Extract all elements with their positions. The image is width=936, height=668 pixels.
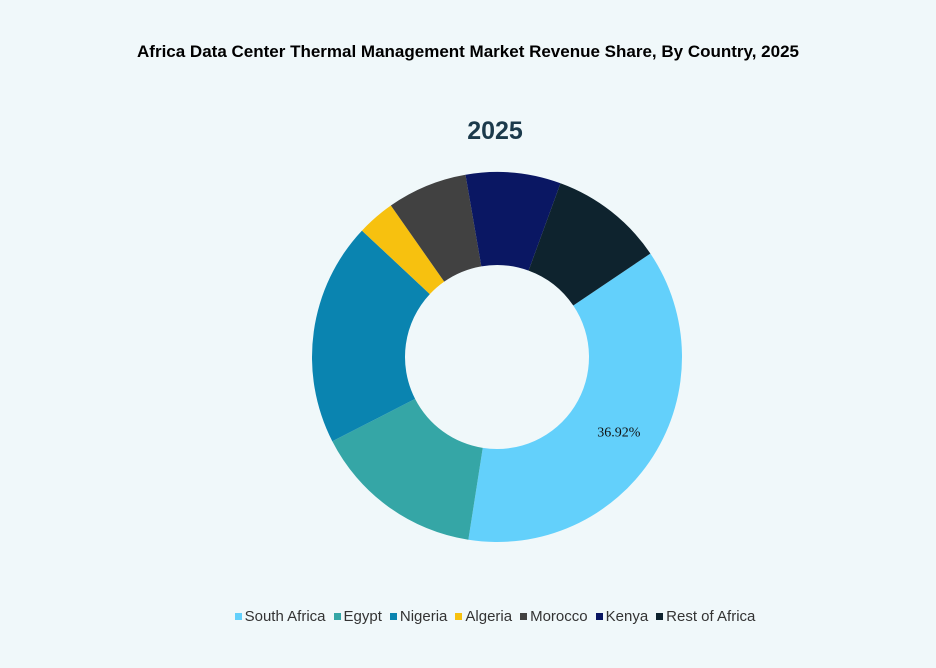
data-label: 36.92% — [597, 425, 641, 440]
slice-south-africa — [468, 253, 683, 542]
slice-kenya — [465, 171, 561, 271]
legend-label: Algeria — [465, 608, 513, 625]
legend-item: Algeria — [455, 608, 512, 625]
chart-subtitle: 2025 — [467, 117, 523, 145]
slice-morocco — [390, 174, 482, 282]
slice-algeria — [361, 205, 445, 295]
slice-rest-of-africa — [528, 183, 651, 306]
legend-swatch — [520, 613, 528, 620]
legend-swatch — [389, 613, 397, 620]
legend: South Africa Egypt Nigeria Algeria Morocco Ke… — [0, 608, 936, 625]
legend-label: Morocco — [530, 608, 588, 625]
legend-swatch — [333, 613, 341, 620]
legend-swatch — [455, 613, 463, 620]
slice-nigeria — [312, 230, 430, 442]
legend-label: Rest of Africa — [666, 608, 756, 625]
legend-label: Egypt — [343, 608, 382, 625]
legend-item: Morocco — [520, 608, 588, 625]
legend-item: South Africa — [234, 608, 326, 625]
legend-swatch — [656, 613, 664, 620]
legend-label: South Africa — [244, 608, 326, 625]
legend-item: Egypt — [333, 608, 382, 625]
legend-swatch — [595, 613, 603, 620]
legend-swatch — [234, 613, 242, 620]
legend-label: Kenya — [605, 608, 649, 625]
chart-title: Africa Data Center Thermal Management Ma… — [137, 42, 799, 61]
legend-label: Nigeria — [399, 608, 448, 625]
legend-item: Kenya — [595, 608, 649, 625]
slice-egypt — [332, 398, 483, 540]
legend-item: Nigeria — [389, 608, 448, 625]
legend-item: Rest of Africa — [656, 608, 755, 625]
